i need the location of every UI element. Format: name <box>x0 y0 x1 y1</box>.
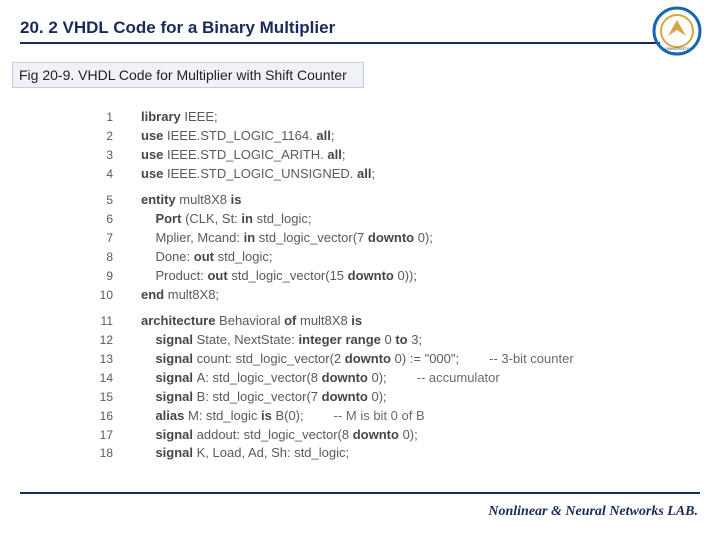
code-line: 12 signal State, NextState: integer rang… <box>85 331 720 350</box>
line-number: 5 <box>85 192 113 209</box>
code-line: 3 use IEEE.STD_LOGIC_ARITH. all; <box>85 146 720 165</box>
footer-rule <box>20 492 700 494</box>
code-text: signal addout: std_logic_vector(8 downto… <box>141 426 418 445</box>
code-line: 5 entity mult8X8 is <box>85 191 720 210</box>
code-line: 9 Product: out std_logic_vector(15 downt… <box>85 267 720 286</box>
code-text: end mult8X8; <box>141 286 219 305</box>
line-number: 17 <box>85 427 113 444</box>
code-text: use IEEE.STD_LOGIC_UNSIGNED. all; <box>141 165 375 184</box>
code-text: use IEEE.STD_LOGIC_1164. all; <box>141 127 334 146</box>
code-text: Mplier, Mcand: in std_logic_vector(7 dow… <box>141 229 433 248</box>
code-line: 1 library IEEE; <box>85 108 720 127</box>
line-number: 14 <box>85 370 113 387</box>
code-line: 16 alias M: std_logic is B(0); -- M is bi… <box>85 407 720 426</box>
line-number: 15 <box>85 389 113 406</box>
vhdl-code-listing: 1 library IEEE; 2 use IEEE.STD_LOGIC_1164. … <box>85 108 720 463</box>
code-text: signal K, Load, Ad, Sh: std_logic; <box>141 444 349 463</box>
line-number: 3 <box>85 147 113 164</box>
code-line: 11 architecture Behavioral of mult8X8 is <box>85 312 720 331</box>
code-text: Product: out std_logic_vector(15 downto … <box>141 267 417 286</box>
header-rule <box>20 42 660 44</box>
code-text: Port (CLK, St: in std_logic; <box>141 210 312 229</box>
code-line: 8 Done: out std_logic; <box>85 248 720 267</box>
code-text: entity mult8X8 is <box>141 191 241 210</box>
line-number: 4 <box>85 166 113 183</box>
line-number: 1 <box>85 109 113 126</box>
code-line: 2 use IEEE.STD_LOGIC_1164. all; <box>85 127 720 146</box>
line-number: 6 <box>85 211 113 228</box>
line-number: 9 <box>85 268 113 285</box>
line-number: 8 <box>85 249 113 266</box>
code-comment: -- accumulator <box>417 369 500 388</box>
code-line: 15 signal B: std_logic_vector(7 downto 0… <box>85 388 720 407</box>
code-text: signal A: std_logic_vector(8 downto 0); <box>141 369 387 388</box>
figure-caption: Fig 20-9. VHDL Code for Multiplier with … <box>12 62 364 88</box>
code-line: 10 end mult8X8; <box>85 286 720 305</box>
code-line: 17 signal addout: std_logic_vector(8 dow… <box>85 426 720 445</box>
university-logo: UNIVERSITY <box>652 6 702 56</box>
code-comment: -- M is bit 0 of B <box>334 407 425 426</box>
slide-header: 20. 2 VHDL Code for a Binary Multiplier … <box>0 0 720 50</box>
code-line: 7 Mplier, Mcand: in std_logic_vector(7 d… <box>85 229 720 248</box>
code-line: 6 Port (CLK, St: in std_logic; <box>85 210 720 229</box>
lab-footer: Nonlinear & Neural Networks LAB. <box>488 504 698 520</box>
code-text: signal B: std_logic_vector(7 downto 0); <box>141 388 387 407</box>
section-title: 20. 2 VHDL Code for a Binary Multiplier <box>20 18 700 38</box>
line-number: 12 <box>85 332 113 349</box>
line-number: 10 <box>85 287 113 304</box>
code-text: use IEEE.STD_LOGIC_ARITH. all; <box>141 146 345 165</box>
code-line: 4 use IEEE.STD_LOGIC_UNSIGNED. all; <box>85 165 720 184</box>
code-line: 14 signal A: std_logic_vector(8 downto 0… <box>85 369 720 388</box>
line-number: 7 <box>85 230 113 247</box>
line-number: 11 <box>85 313 113 330</box>
code-text: signal State, NextState: integer range 0… <box>141 331 422 350</box>
code-comment: -- 3-bit counter <box>489 350 574 369</box>
code-text: architecture Behavioral of mult8X8 is <box>141 312 362 331</box>
code-text: library IEEE; <box>141 108 218 127</box>
code-text: alias M: std_logic is B(0); <box>141 407 304 426</box>
line-number: 2 <box>85 128 113 145</box>
line-number: 13 <box>85 351 113 368</box>
line-number: 18 <box>85 445 113 462</box>
code-line: 13 signal count: std_logic_vector(2 down… <box>85 350 720 369</box>
code-line: 18 signal K, Load, Ad, Sh: std_logic; <box>85 444 720 463</box>
code-text: Done: out std_logic; <box>141 248 273 267</box>
svg-text:UNIVERSITY: UNIVERSITY <box>665 46 689 51</box>
line-number: 16 <box>85 408 113 425</box>
code-text: signal count: std_logic_vector(2 downto … <box>141 350 459 369</box>
